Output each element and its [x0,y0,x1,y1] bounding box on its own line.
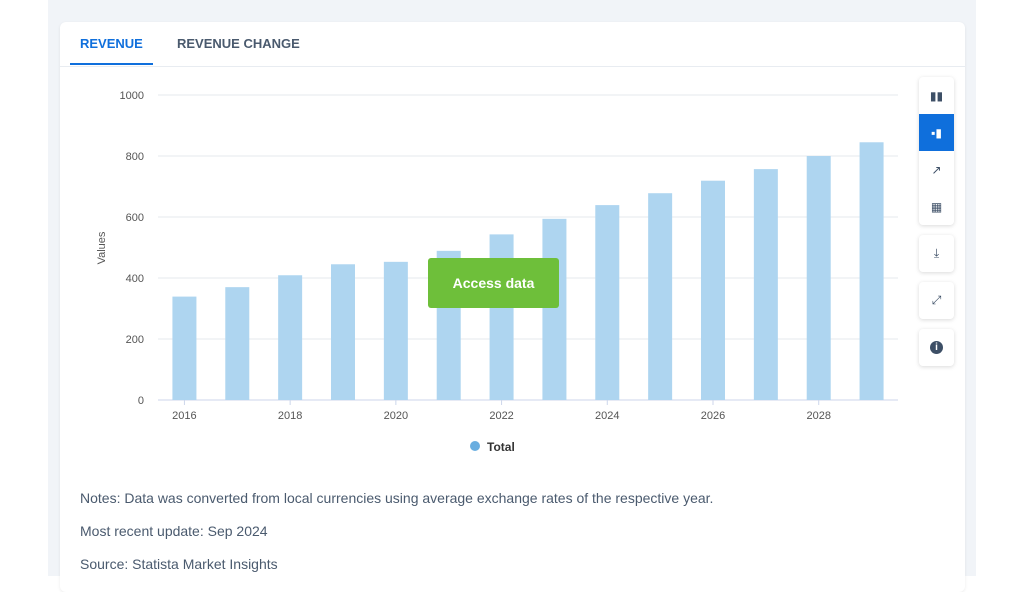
y-tick-label: 1000 [120,90,144,102]
bar-chart: 0 200 400 600 800 1000 2016 2018 2020 2022 2024 202… [96,90,898,454]
bar-2023[interactable] [542,218,567,400]
table-icon[interactable]: ▦ [930,199,943,214]
y-tick-label: 200 [126,334,144,346]
bar-2025[interactable] [648,193,673,400]
bar-2018[interactable] [278,275,303,400]
notes-text: Notes: Data was converted from local cur… [80,490,714,506]
x-tick-label: 2024 [595,410,619,422]
download-icon: ⤓ [933,246,940,260]
bar-chart-icon[interactable]: ▮▮ [929,88,944,103]
y-axis-label: Values [96,231,108,264]
bar-2019[interactable] [331,264,355,400]
fullscreen-icon: ⤢ [931,293,942,307]
bar-2027[interactable] [753,169,778,400]
download-button[interactable]: ⤓ [919,235,954,272]
chart-type-toolbar: ▮▮ ▪▮ ↗ ▦ [919,77,954,225]
y-tick-label: 400 [126,273,144,285]
x-tick-label: 2028 [806,410,830,422]
x-tick-label: 2018 [278,410,302,422]
line-chart-icon[interactable]: ↗ [931,162,942,177]
info-button[interactable]: i [919,329,954,366]
y-tick-label: 0 [138,395,144,407]
legend-label[interactable]: Total [487,440,515,454]
update-text: Most recent update: Sep 2024 [80,523,268,539]
bar-2020[interactable] [383,261,408,400]
info-icon: i [919,329,954,366]
bar-2024[interactable] [595,205,620,400]
tab-revenue-change[interactable]: REVENUE CHANGE [177,36,300,51]
bar-2016[interactable] [172,296,197,400]
tab-revenue[interactable]: REVENUE [70,36,153,65]
tab-bar: REVENUE REVENUE CHANGE [60,22,965,67]
x-tick-label: 2020 [384,410,408,422]
stacked-bar-icon[interactable]: ▪▮ [919,114,954,151]
y-tick-label: 600 [126,212,144,224]
bar-2026[interactable] [701,180,725,400]
access-data-button[interactable]: Access data [428,258,559,308]
x-tick-label: 2016 [172,410,196,422]
legend-marker [470,441,480,451]
y-tick-label: 800 [126,151,144,163]
x-tick-label: 2026 [701,410,725,422]
bar-2028[interactable] [806,156,831,400]
bar-2029[interactable] [859,142,884,400]
x-tick-label: 2022 [489,410,513,422]
source-text: Source: Statista Market Insights [80,556,278,572]
fullscreen-button[interactable]: ⤢ [919,282,954,319]
bar-2017[interactable] [225,287,250,400]
